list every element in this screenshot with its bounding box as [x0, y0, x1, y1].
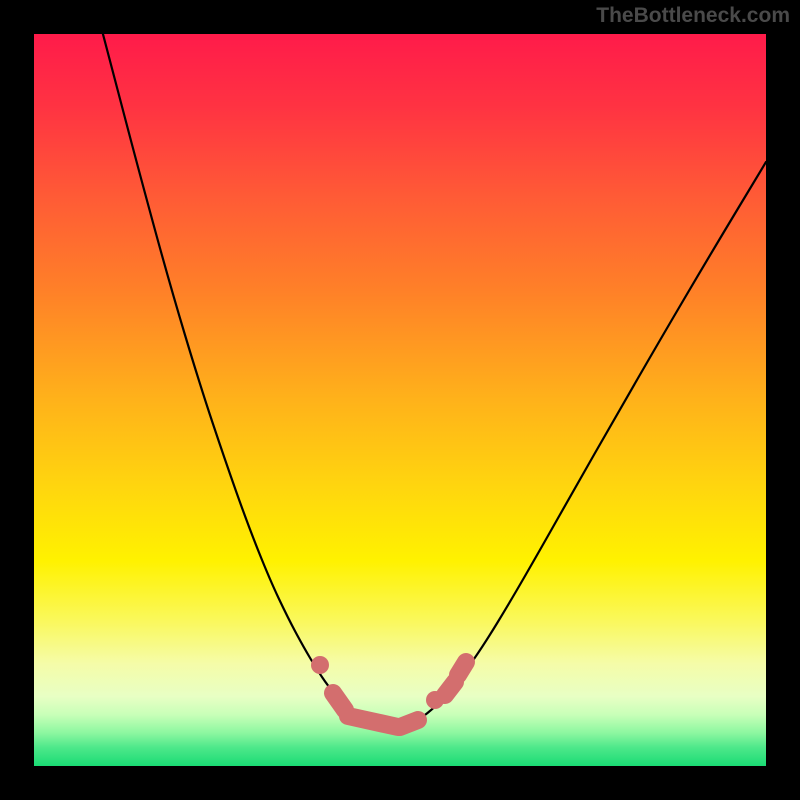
watermark-text: TheBottleneck.com: [596, 4, 790, 28]
sweet-spot-range: [445, 682, 455, 695]
bottleneck-chart: [0, 0, 800, 800]
plot-background: [34, 34, 766, 766]
sweet-spot-range: [333, 693, 345, 710]
sweet-spot-range: [348, 716, 398, 727]
chart-container: TheBottleneck.com: [0, 0, 800, 800]
sweet-spot-range: [458, 662, 466, 675]
sweet-spot-marker: [311, 656, 329, 674]
sweet-spot-range: [400, 720, 418, 727]
